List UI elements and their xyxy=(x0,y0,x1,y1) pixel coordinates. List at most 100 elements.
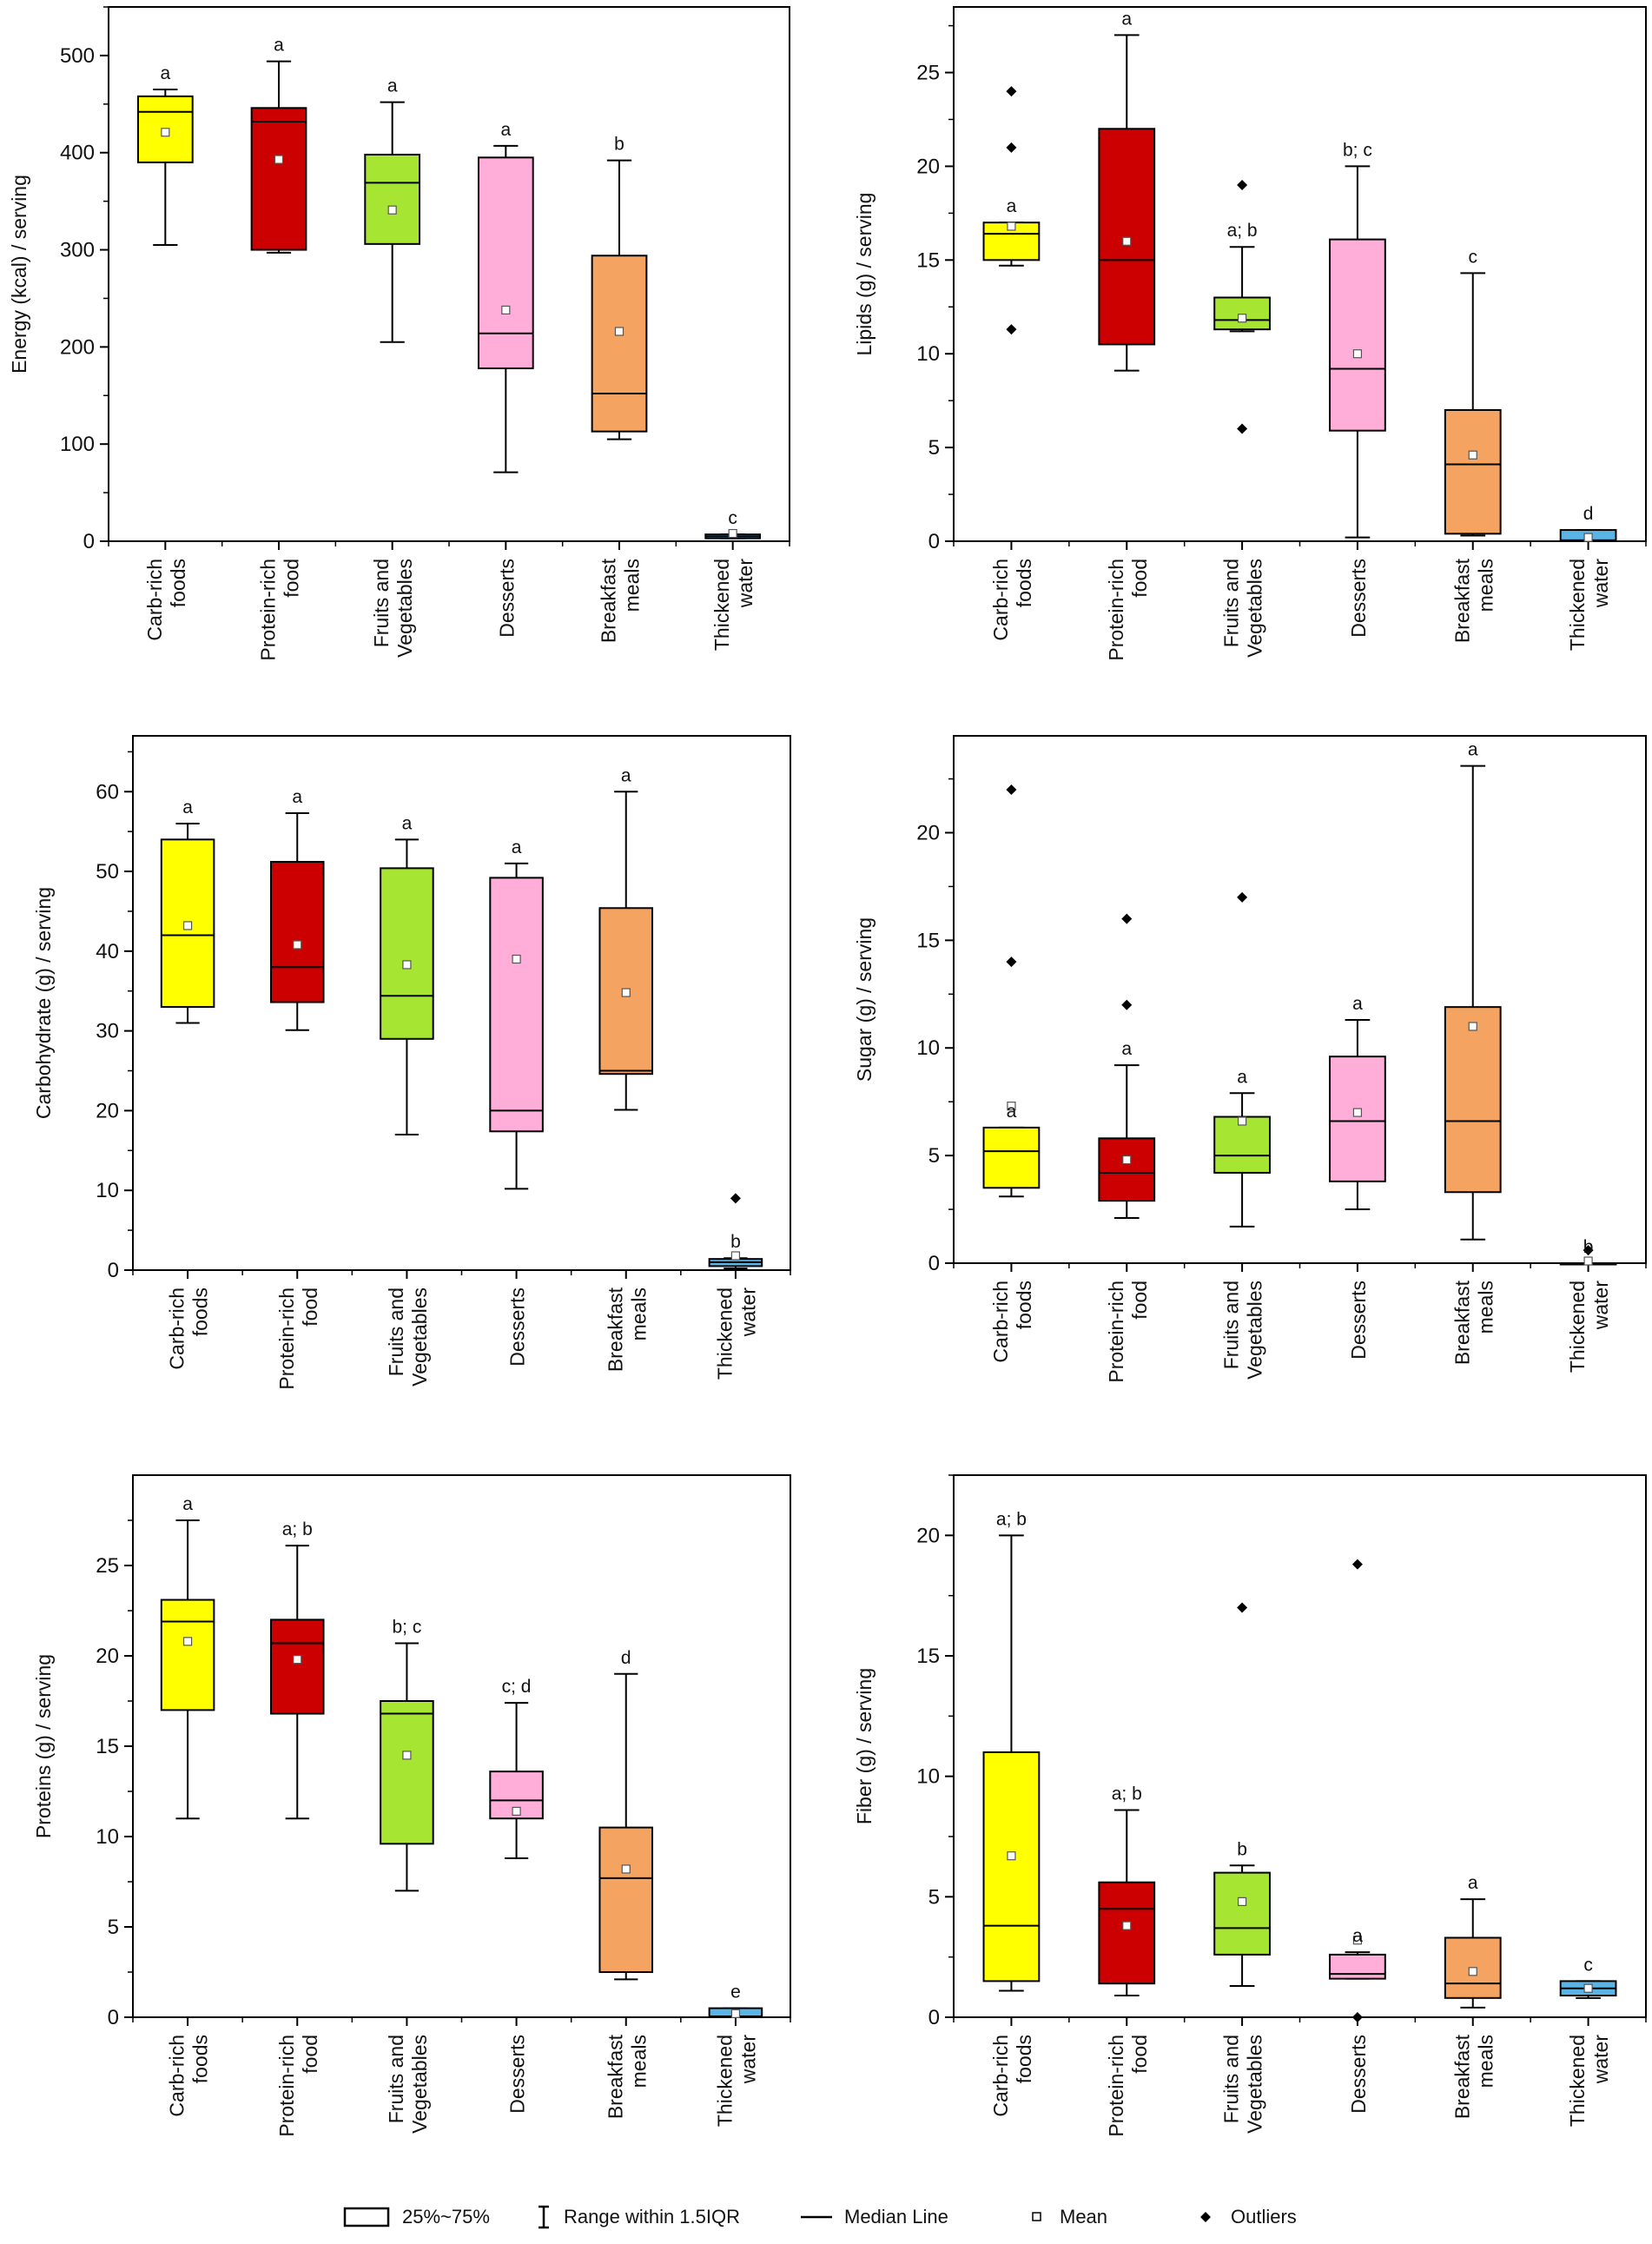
significance-letter: a xyxy=(500,120,511,140)
significance-letter: c xyxy=(728,508,737,528)
x-category-label: Carb-rich xyxy=(143,559,166,641)
mean-marker xyxy=(1352,349,1363,359)
significance-letter: a xyxy=(1468,1873,1478,1893)
y-tick-label: 10 xyxy=(96,1825,119,1849)
y-tick-label: 5 xyxy=(928,1885,940,1909)
legend-range-label: Range within 1.5IQR xyxy=(564,2206,740,2227)
x-category-label: Carb-rich xyxy=(989,559,1012,641)
box-1: a; b xyxy=(982,1509,1041,1992)
y-axis-label: Carbohydrate (g) / serving xyxy=(32,887,55,1119)
y-tick-label: 20 xyxy=(96,1645,119,1668)
legend-mean-label: Mean xyxy=(1060,2206,1108,2227)
x-category-label: water xyxy=(737,1287,759,1338)
iqr-box xyxy=(250,107,307,251)
box-2: a; b xyxy=(1098,1784,1156,1997)
outlier-marker xyxy=(1351,2012,1363,2022)
iqr-box xyxy=(1213,296,1271,331)
legend-median-label: Median Line xyxy=(844,2206,948,2227)
x-category-label: meals xyxy=(627,1287,650,1340)
panel-5: 0 5 10 15 20 25 Proteins (g) / serving Carb-ric… xyxy=(32,1474,791,2137)
mean-marker xyxy=(1007,222,1016,231)
y-tick-label: 60 xyxy=(96,780,119,804)
x-category-label: Protein-rich xyxy=(275,2035,298,2137)
box-5: b xyxy=(591,135,648,440)
mean-marker xyxy=(182,921,193,930)
box-1: a xyxy=(160,1494,215,1820)
x-category-label: Desserts xyxy=(495,559,518,638)
mean-marker xyxy=(730,2009,741,2018)
significance-letter: d xyxy=(1583,504,1594,524)
x-category-label: Carb-rich xyxy=(166,2035,188,2117)
box-2: a xyxy=(250,36,307,254)
box-3: a xyxy=(380,813,434,1135)
outlier-marker xyxy=(1237,180,1248,190)
iqr-box xyxy=(269,861,325,1003)
y-tick-label: 5 xyxy=(108,1916,119,1939)
y-tick-label: 0 xyxy=(928,2006,940,2029)
x-category-label: foods xyxy=(1013,559,1035,607)
legend-box: 25%~75% xyxy=(343,2195,490,2239)
significance-letter: e xyxy=(730,1983,741,2002)
x-category-label: Carb-rich xyxy=(989,2035,1012,2117)
mean-marker xyxy=(1007,1851,1016,1861)
x-category-label: Breakfast xyxy=(598,558,620,643)
legend-mean-icon xyxy=(1032,2212,1041,2221)
significance-letter: a; b xyxy=(1227,221,1258,241)
significance-letter: a; b xyxy=(282,1519,313,1539)
significance-letter: a; b xyxy=(996,1509,1027,1529)
significance-letter: b; c xyxy=(1343,140,1372,160)
y-tick-label: 300 xyxy=(60,239,95,262)
outlier-marker xyxy=(1006,86,1017,97)
mean-marker xyxy=(1122,236,1132,246)
outlier-marker xyxy=(1351,1559,1363,1570)
box-5: a xyxy=(1444,1873,1502,2009)
y-tick-label: 25 xyxy=(916,62,940,85)
significance-letter: b xyxy=(614,135,624,155)
x-category-label: meals xyxy=(1474,559,1497,612)
plot-frame xyxy=(953,6,1647,542)
significance-letter: a xyxy=(182,798,193,818)
mean-marker xyxy=(1583,1256,1593,1266)
significance-letter: a xyxy=(1237,1067,1247,1087)
y-tick-label: 0 xyxy=(108,2006,119,2029)
x-category-label: Thickened xyxy=(710,559,733,651)
x-category-label: Vegetables xyxy=(408,2035,431,2134)
x-category-label: food xyxy=(1128,559,1151,598)
mean-marker xyxy=(1583,1983,1593,1993)
box-6: c xyxy=(1559,1955,1617,1999)
box-5: a xyxy=(598,765,654,1111)
mean-marker xyxy=(293,1655,302,1665)
significance-letter: a xyxy=(621,765,631,785)
outlier-marker xyxy=(1006,784,1017,795)
x-category-label: Thickened xyxy=(713,1287,736,1380)
significance-letter: a xyxy=(274,36,284,56)
x-category-label: Thickened xyxy=(1566,559,1589,651)
significance-letter: c xyxy=(1583,1955,1593,1975)
iqr-box xyxy=(1329,1953,1386,1980)
mean-marker xyxy=(1237,1896,1247,1906)
significance-letter: a xyxy=(292,787,302,807)
y-tick-label: 15 xyxy=(916,929,940,952)
significance-letter: a xyxy=(1007,1102,1017,1122)
significance-letter: a xyxy=(387,76,398,96)
significance-letter: a xyxy=(1121,9,1132,29)
mean-marker xyxy=(1122,1921,1132,1930)
box-4: a xyxy=(477,120,534,473)
box-4: a xyxy=(1329,1559,1386,2022)
x-category-label: water xyxy=(1589,1281,1612,1331)
iqr-box xyxy=(1098,1881,1156,1985)
y-tick-label: 10 xyxy=(916,342,940,366)
x-category-label: Vegetables xyxy=(1244,559,1266,658)
significance-letter: b xyxy=(1583,1237,1594,1257)
plot-frame xyxy=(132,1474,791,2018)
box-2: a xyxy=(1098,9,1156,372)
x-category-label: Fruits and xyxy=(385,1287,407,1376)
mean-marker xyxy=(293,940,302,950)
x-category-label: meals xyxy=(621,559,644,612)
box-3: b; c xyxy=(380,1617,434,1892)
legend-median: Median Line xyxy=(799,2195,948,2239)
legend: 25%~75% Range within 1.5IQR Median Line … xyxy=(0,2195,1652,2239)
plot-frame xyxy=(953,1474,1647,2018)
mean-marker xyxy=(621,988,631,997)
